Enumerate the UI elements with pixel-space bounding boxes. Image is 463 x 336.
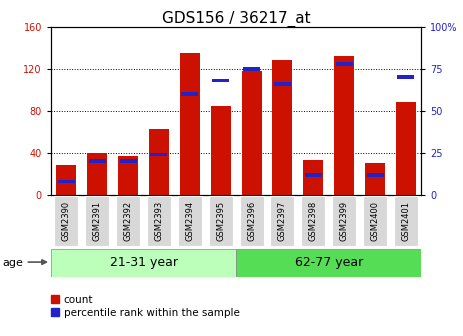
Bar <box>305 173 322 176</box>
Text: GSM2396: GSM2396 <box>247 201 256 241</box>
Text: GSM2394: GSM2394 <box>185 201 194 241</box>
Bar <box>242 71 262 195</box>
Legend: count, percentile rank within the sample: count, percentile rank within the sample <box>47 291 244 322</box>
Bar <box>119 160 137 163</box>
Title: GDS156 / 36217_at: GDS156 / 36217_at <box>162 11 311 27</box>
Text: GSM2393: GSM2393 <box>155 201 163 241</box>
Bar <box>272 60 293 195</box>
Text: age: age <box>2 258 23 268</box>
Bar <box>365 163 385 195</box>
Bar <box>56 166 76 195</box>
Bar <box>211 106 231 195</box>
Bar <box>181 92 198 96</box>
FancyBboxPatch shape <box>301 196 325 246</box>
Bar <box>243 67 260 71</box>
FancyBboxPatch shape <box>51 249 236 277</box>
Bar <box>150 153 168 156</box>
Bar <box>274 82 291 86</box>
FancyBboxPatch shape <box>394 196 418 246</box>
Text: 62-77 year: 62-77 year <box>294 256 363 269</box>
Bar <box>87 153 107 195</box>
Bar <box>397 76 414 79</box>
Text: 21-31 year: 21-31 year <box>110 256 177 269</box>
FancyBboxPatch shape <box>363 196 387 246</box>
Bar <box>212 79 229 82</box>
FancyBboxPatch shape <box>239 196 263 246</box>
FancyBboxPatch shape <box>147 196 171 246</box>
Text: GSM2391: GSM2391 <box>93 201 102 241</box>
Bar <box>396 102 416 195</box>
FancyBboxPatch shape <box>54 196 78 246</box>
Bar <box>334 56 354 195</box>
Text: GSM2399: GSM2399 <box>340 201 349 241</box>
Bar <box>336 62 353 66</box>
Text: GSM2401: GSM2401 <box>401 201 410 241</box>
FancyBboxPatch shape <box>178 196 202 246</box>
Text: GSM2395: GSM2395 <box>216 201 225 241</box>
FancyBboxPatch shape <box>270 196 294 246</box>
Bar <box>303 160 323 195</box>
Bar <box>149 129 169 195</box>
Text: GSM2400: GSM2400 <box>370 201 380 241</box>
FancyBboxPatch shape <box>116 196 140 246</box>
Bar <box>89 160 106 163</box>
Text: GSM2390: GSM2390 <box>62 201 71 241</box>
Text: GSM2397: GSM2397 <box>278 201 287 241</box>
Text: GSM2392: GSM2392 <box>124 201 132 241</box>
Bar <box>367 173 383 176</box>
Bar <box>180 53 200 195</box>
Bar <box>58 180 75 183</box>
FancyBboxPatch shape <box>85 196 109 246</box>
FancyBboxPatch shape <box>332 196 356 246</box>
FancyBboxPatch shape <box>236 249 421 277</box>
Text: GSM2398: GSM2398 <box>309 201 318 241</box>
Bar <box>118 156 138 195</box>
FancyBboxPatch shape <box>209 196 233 246</box>
